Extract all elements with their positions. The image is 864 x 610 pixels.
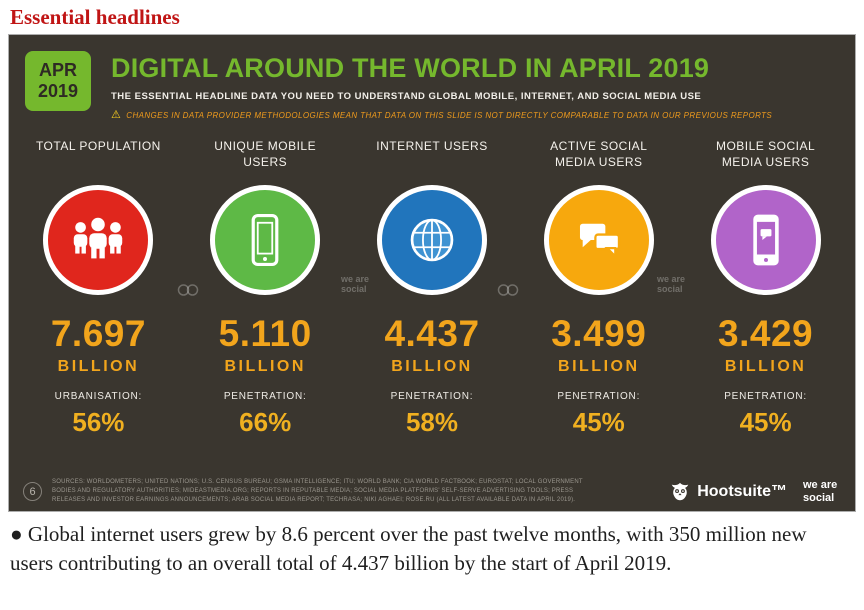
hootsuite-label: Hootsuite™	[697, 482, 787, 500]
stat-metric-label: PENETRATION:	[724, 391, 807, 402]
slide-footer: 6 SOURCES: WORLDOMETERS; UNITED NATIONS;…	[9, 478, 855, 505]
page-title: Essential headlines	[10, 5, 180, 29]
body-paragraph: ● Global internet users grew by 8.6 perc…	[10, 522, 807, 575]
stat-unit: BILLION	[724, 358, 807, 375]
stat-percent: 45%	[739, 407, 792, 437]
stat-circle	[710, 185, 821, 295]
slide-header: DIGITAL AROUND THE WORLD IN APRIL 2019 T…	[111, 35, 855, 121]
stat-label: UNIQUE MOBILE USERS	[214, 139, 317, 169]
slide-title: DIGITAL AROUND THE WORLD IN APRIL 2019	[111, 53, 710, 83]
stat-unit: BILLION	[391, 358, 473, 375]
stat-percent: 56%	[72, 407, 125, 437]
stat-unit: BILLION	[224, 358, 306, 375]
stat-unit: BILLION	[558, 358, 640, 375]
stats-row: TOTAL POPULATION 7.697 BILLI	[15, 139, 849, 438]
wearesocial-watermark: we are social	[657, 274, 686, 294]
stat-column-total-population: TOTAL POPULATION 7.697 BILLI	[15, 139, 182, 438]
stat-unit: BILLION	[57, 358, 140, 375]
wearesocial-logo: we are social	[803, 479, 838, 504]
owl-watermark-icon	[497, 281, 519, 304]
stat-label: INTERNET USERS	[376, 139, 488, 153]
stat-label: TOTAL POPULATION	[35, 139, 161, 153]
owl-watermark-icon	[177, 281, 199, 304]
sources-text: SOURCES: WORLDOMETERS; UNITED NATIONS; U…	[52, 479, 583, 503]
stat-value: 4.437	[384, 313, 480, 354]
stat-percent: 45%	[572, 407, 625, 437]
stat-circle	[43, 185, 154, 295]
stat-percent: 58%	[405, 407, 459, 437]
stat-metric-label: PENETRATION:	[223, 391, 307, 402]
stat-circle	[210, 185, 321, 295]
globe-icon	[410, 218, 454, 262]
footer-logos: Hootsuite™ we are social	[669, 479, 841, 504]
infographic-slide: APR 2019 DIGITAL AROUND THE WORLD IN APR…	[8, 34, 856, 512]
hootsuite-logo: Hootsuite™	[669, 481, 787, 503]
stat-label: ACTIVE SOCIAL MEDIA USERS	[550, 139, 648, 169]
stat-metric-label: URBANISATION:	[54, 391, 143, 402]
stat-metric-label: PENETRATION:	[390, 391, 474, 402]
stat-circle	[376, 185, 487, 295]
stat-metric-label: PENETRATION:	[557, 391, 641, 402]
people-icon	[74, 217, 123, 259]
stat-value: 7.697	[50, 313, 146, 354]
stat-value: 3.499	[551, 313, 647, 354]
date-badge: APR 2019	[25, 51, 91, 111]
hootsuite-owl-icon	[671, 482, 689, 500]
slide-subtitle: THE ESSENTIAL HEADLINE DATA YOU NEED TO …	[111, 91, 702, 102]
stat-percent: 66%	[239, 407, 292, 437]
wearesocial-watermark: we are social	[341, 274, 370, 294]
stat-column-mobile-social-media-users: MOBILE SOCIAL MEDIA USERS 3.429 BILLION …	[682, 139, 849, 438]
badge-month: APR	[38, 60, 77, 81]
stat-value: 5.110	[218, 313, 312, 354]
badge-year: 2019	[37, 81, 79, 101]
stat-column-internet-users: INTERNET USERS 4.437 BILLION PENETRATION…	[349, 139, 516, 438]
stat-column-active-social-media-users: ACTIVE SOCIAL MEDIA USERS 3.499	[515, 139, 682, 438]
mobile-phone-icon	[251, 213, 279, 267]
stat-column-unique-mobile-users: UNIQUE MOBILE USERS 5.110 BILLION PENETR…	[182, 139, 349, 438]
warning-icon: ⚠	[111, 109, 122, 121]
stat-value: 3.429	[718, 313, 814, 354]
mobile-chat-icon	[752, 214, 779, 266]
warning-row: ⚠ CHANGES IN DATA PROVIDER METHODOLOGIES…	[111, 110, 835, 121]
stat-circle	[543, 185, 654, 295]
warning-text: CHANGES IN DATA PROVIDER METHODOLOGIES M…	[126, 111, 773, 120]
stat-label: MOBILE SOCIAL MEDIA USERS	[715, 139, 816, 169]
chat-bubbles-icon	[579, 223, 620, 260]
page-number-badge: 6	[23, 482, 42, 501]
